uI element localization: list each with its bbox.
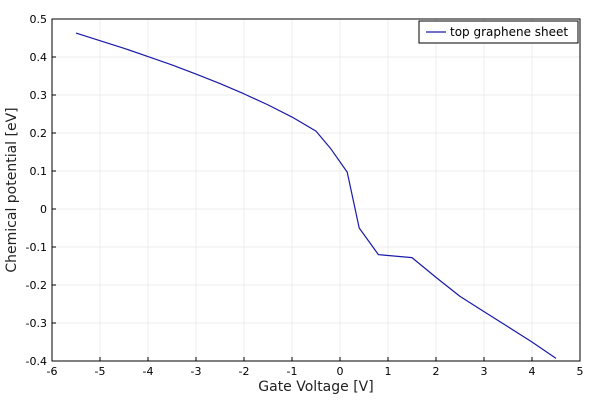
grid — [52, 19, 580, 361]
legend-entry: top graphene sheet — [450, 25, 568, 39]
x-tick-label: 4 — [529, 365, 536, 378]
x-tick-label: 0 — [337, 365, 344, 378]
x-tick-label: -6 — [47, 365, 58, 378]
plot-background — [52, 19, 580, 361]
y-tick-label: -0.2 — [26, 279, 47, 292]
x-tick-label: -3 — [191, 365, 202, 378]
series-layer — [75, 32, 557, 359]
y-tick-label: 0 — [40, 203, 47, 216]
series-line — [75, 32, 557, 359]
y-tick-label: 0.2 — [30, 127, 48, 140]
x-tick-label: 5 — [577, 365, 584, 378]
legend: top graphene sheet — [418, 20, 579, 44]
x-tick-labels: -6 -5 -4 -3 -2 -1 0 1 2 3 4 5 — [47, 365, 584, 378]
y-tick-label: 0.4 — [30, 51, 48, 64]
y-tick-label: -0.3 — [26, 317, 47, 330]
x-tick-label: -1 — [287, 365, 298, 378]
x-tick-label: -5 — [95, 365, 106, 378]
y-tick-label: 0.5 — [30, 13, 48, 26]
legend-box — [418, 20, 579, 44]
y-tick-label: 0.1 — [30, 165, 48, 178]
x-tick-label: -4 — [143, 365, 154, 378]
x-tick-label: 1 — [385, 365, 392, 378]
y-tick-label: -0.4 — [26, 355, 47, 368]
x-tick-label: 3 — [481, 365, 488, 378]
x-tick-label: -2 — [239, 365, 250, 378]
axis-ticks — [51, 18, 581, 362]
plot-frame — [51, 18, 581, 362]
y-tick-label: -0.1 — [26, 241, 47, 254]
y-axis-label: Chemical potential [eV] — [4, 107, 20, 272]
y-tick-labels: -0.4 -0.3 -0.2 -0.1 0 0.1 0.2 0.3 0.4 0.5 — [26, 13, 47, 368]
x-axis-label: Gate Voltage [V] — [258, 379, 373, 395]
x-tick-label: 2 — [433, 365, 440, 378]
y-tick-label: 0.3 — [30, 89, 48, 102]
